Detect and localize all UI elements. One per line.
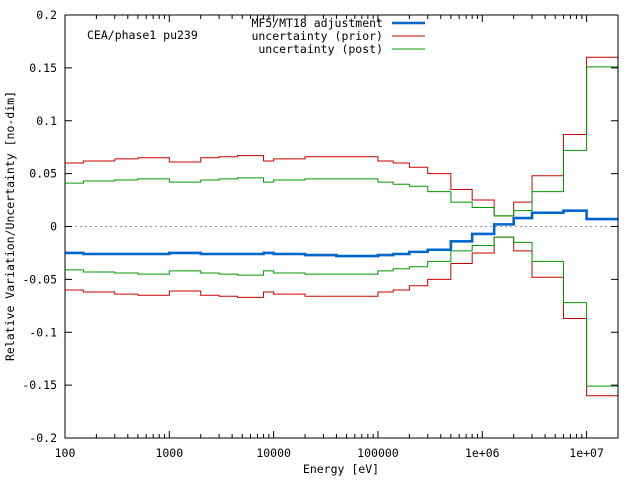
series-line-uncertainty-post: [65, 66, 618, 217]
y-axis-label: Relative Variation/Uncertainty [no-dim]: [3, 91, 17, 361]
x-tick-label: 1000: [155, 446, 183, 460]
chart-annotation: CEA/phase1 pu239: [87, 28, 198, 42]
x-tick-label: 1e+07: [569, 446, 604, 460]
series-line-uncertainty-prior-negative: [65, 236, 618, 397]
legend-label: MF5/MT18 adjustment: [251, 16, 383, 30]
x-axis-label: Energy [eV]: [303, 462, 379, 476]
series-line-uncertainty-prior: [65, 56, 618, 217]
y-tick-label: -0.1: [29, 325, 57, 339]
y-tick-label: -0.2: [29, 431, 57, 445]
legend-label: uncertainty (post): [258, 42, 383, 56]
legend-label: uncertainty (prior): [251, 29, 383, 43]
series-line-uncertainty-post-negative: [65, 236, 618, 387]
x-tick-label: 100000: [357, 446, 399, 460]
y-tick-label: 0.1: [36, 114, 57, 128]
y-tick-label: 0.15: [29, 61, 57, 75]
series-line-mf5-mt18-adjustment: [65, 209, 618, 258]
series-layer: [65, 56, 618, 397]
x-tick-label: 1e+06: [465, 446, 500, 460]
y-tick-label: 0.05: [29, 167, 57, 181]
y-tick-label: 0.2: [36, 8, 57, 22]
x-tick-label: 10000: [256, 446, 291, 460]
x-tick-label: 100: [55, 446, 76, 460]
y-tick-label: 0: [50, 220, 57, 234]
tick-layer: [64, 14, 619, 439]
y-tick-label: -0.15: [22, 378, 57, 392]
y-tick-label: -0.05: [22, 272, 57, 286]
